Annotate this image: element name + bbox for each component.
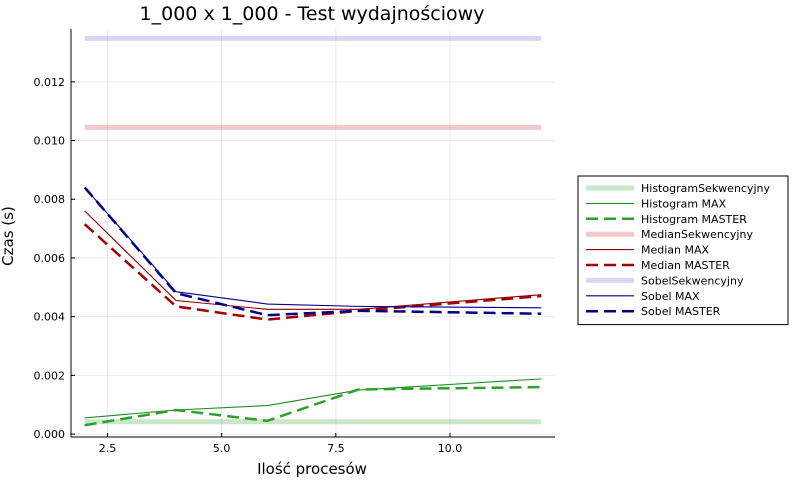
legend-label-histogram-master: Histogram MASTER bbox=[641, 213, 747, 226]
legend-label-sobel-max: Sobel MAX bbox=[641, 290, 700, 303]
x-tick-label: 10.0 bbox=[438, 442, 463, 455]
series-line-sobel-max bbox=[84, 187, 542, 309]
series-layer bbox=[83, 35, 542, 427]
y-tick-label: 0.010 bbox=[34, 135, 66, 148]
y-tick-label: 0.006 bbox=[34, 252, 66, 265]
legend-label-sobel-master: Sobel MASTER bbox=[641, 305, 721, 318]
x-tick-label: 2.5 bbox=[99, 442, 117, 455]
y-tick-label: 0.012 bbox=[34, 76, 66, 89]
series-line-histogram-max bbox=[84, 378, 542, 419]
legend-label-histogram-max: Histogram MAX bbox=[641, 197, 727, 210]
y-tick-label: 0.004 bbox=[34, 311, 66, 324]
y-axis-label: Czas (s) bbox=[0, 206, 17, 266]
legend-label-mediansekwencyjny: MedianSekwencyjny bbox=[641, 228, 753, 241]
x-tick-label: 5.0 bbox=[213, 442, 231, 455]
y-tick-label: 0.002 bbox=[34, 369, 66, 382]
axes-layer: 2.5 5.0 7.5 10.0 0.000 0.002 0.004 0.006 0.008 0.… bbox=[34, 29, 555, 455]
x-tick-label: 7.5 bbox=[327, 442, 345, 455]
y-tick-label: 0.000 bbox=[34, 428, 66, 441]
legend-label-histogramsekwencyjny: HistogramSekwencyjny bbox=[641, 182, 771, 195]
series-line-median-master bbox=[83, 223, 542, 321]
legend-label-sobelsekwencyjny: SobelSekwencyjny bbox=[641, 274, 744, 287]
legend-label-median-max: Median MAX bbox=[641, 244, 710, 257]
legend-label-median-master: Median MASTER bbox=[641, 259, 730, 272]
series-line-histogram-master bbox=[84, 385, 542, 427]
legend-box bbox=[577, 175, 789, 326]
chart-title: 1_000 x 1_000 - Test wydajnościowy bbox=[140, 3, 485, 25]
x-axis-label: Ilość procesów bbox=[257, 460, 367, 478]
y-tick-label: 0.008 bbox=[34, 193, 66, 206]
grid-layer bbox=[71, 29, 555, 437]
legend: HistogramSekwencyjny Histogram MAX Histogr… bbox=[577, 175, 789, 326]
series-line-sobel-master bbox=[83, 186, 542, 317]
series-line-median-max bbox=[84, 210, 542, 310]
